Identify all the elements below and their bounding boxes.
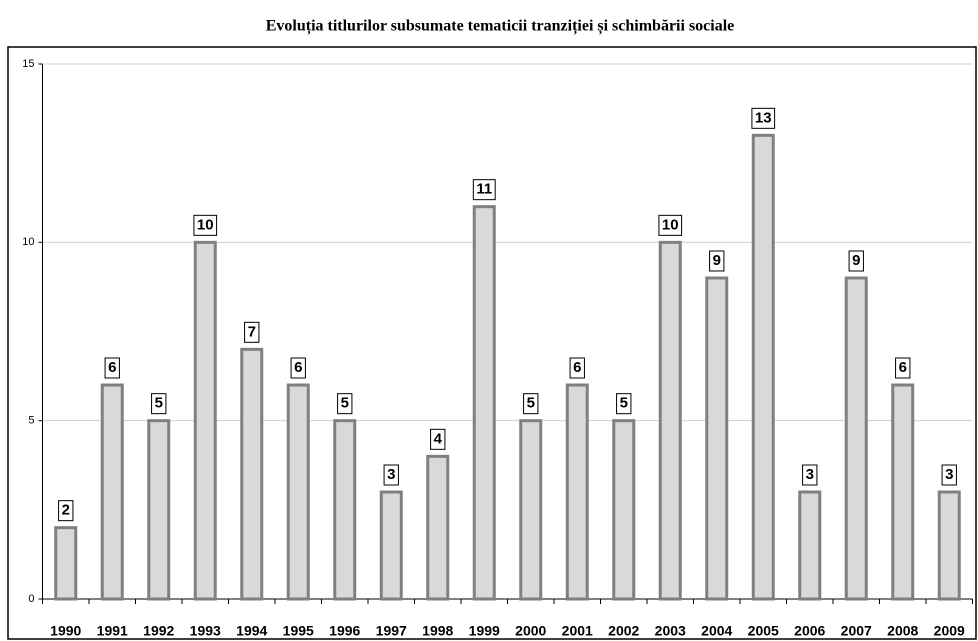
x-tick-label: 2008 (887, 623, 918, 639)
x-tick-label: 2005 (748, 623, 779, 639)
bar (891, 383, 915, 601)
x-tick-label: 1990 (50, 623, 81, 639)
value-label-box (383, 464, 399, 486)
value-label-box (430, 428, 446, 450)
bar (147, 419, 171, 601)
x-tick-label: 1992 (143, 623, 174, 639)
x-tick-label: 2009 (934, 623, 965, 639)
value-label: 5 (341, 395, 349, 412)
x-tick-label: 2007 (841, 623, 872, 639)
bar (193, 240, 217, 601)
bar (658, 240, 682, 601)
x-tick-label: 1993 (190, 623, 221, 639)
x-tick-label: 2003 (655, 623, 686, 639)
bar (333, 419, 357, 601)
chart-frame (7, 46, 977, 640)
value-label-box (751, 107, 776, 129)
value-label-box (290, 357, 306, 379)
value-label: 4 (434, 430, 443, 447)
x-tick-label: 2001 (562, 623, 593, 639)
y-tick-label: 5 (28, 415, 34, 427)
bar (426, 454, 450, 601)
bar (751, 133, 775, 601)
x-tick-label: 2006 (794, 623, 825, 639)
value-label: 6 (294, 359, 302, 376)
x-tick-label: 1996 (329, 623, 360, 639)
value-label-box (151, 393, 167, 415)
bar (286, 383, 310, 601)
x-tick-label: 1995 (283, 623, 314, 639)
value-label: 9 (852, 252, 860, 269)
x-tick-label: 2004 (701, 623, 732, 639)
bar (100, 383, 124, 601)
value-label: 5 (620, 395, 628, 412)
value-label: 5 (527, 395, 535, 412)
x-tick-label: 1994 (236, 623, 267, 639)
value-label: 3 (387, 466, 395, 483)
x-tick-label: 2002 (608, 623, 639, 639)
bar (798, 490, 822, 601)
bar (937, 490, 961, 601)
value-label: 5 (155, 395, 163, 412)
value-label-box (658, 214, 683, 236)
value-label: 10 (662, 216, 679, 233)
bar (240, 347, 264, 601)
y-tick-label: 15 (22, 58, 34, 70)
y-tick-label: 10 (22, 236, 34, 248)
bar (612, 419, 636, 601)
x-tick-label: 1991 (97, 623, 128, 639)
x-tick-label: 1998 (422, 623, 453, 639)
value-label-box (802, 464, 818, 486)
bar (844, 276, 868, 601)
value-label: 3 (945, 466, 953, 483)
value-label-box (895, 357, 911, 379)
x-tick-label: 2000 (515, 623, 546, 639)
value-label-box (104, 357, 120, 379)
value-label-box (244, 321, 260, 343)
value-label: 3 (806, 466, 814, 483)
bar (565, 383, 589, 601)
value-label: 13 (755, 109, 772, 126)
value-label-box (58, 500, 74, 522)
value-label-box (472, 179, 496, 201)
value-label-box (569, 357, 585, 379)
value-label: 11 (476, 181, 492, 198)
value-label: 2 (62, 502, 70, 519)
bar (54, 526, 78, 601)
value-label-box (193, 214, 218, 236)
value-label: 10 (197, 216, 214, 233)
bar (472, 205, 496, 601)
chart-title: Evoluția titlurilor subsumate tematicii … (266, 18, 735, 36)
x-tick-label: 1999 (469, 623, 500, 639)
value-label-box (616, 393, 632, 415)
bar (379, 490, 403, 601)
x-tick-label: 1997 (376, 623, 407, 639)
value-label-box (709, 250, 725, 272)
bar (519, 419, 543, 601)
value-label: 6 (899, 359, 907, 376)
value-label: 9 (713, 252, 721, 269)
value-label-box (337, 393, 353, 415)
value-label-box (941, 464, 957, 486)
value-label: 6 (573, 359, 581, 376)
value-label-box (523, 393, 539, 415)
value-label: 6 (108, 359, 116, 376)
value-label-box (848, 250, 864, 272)
y-tick-label: 0 (28, 593, 34, 605)
value-label: 7 (248, 323, 256, 340)
bar (705, 276, 729, 601)
